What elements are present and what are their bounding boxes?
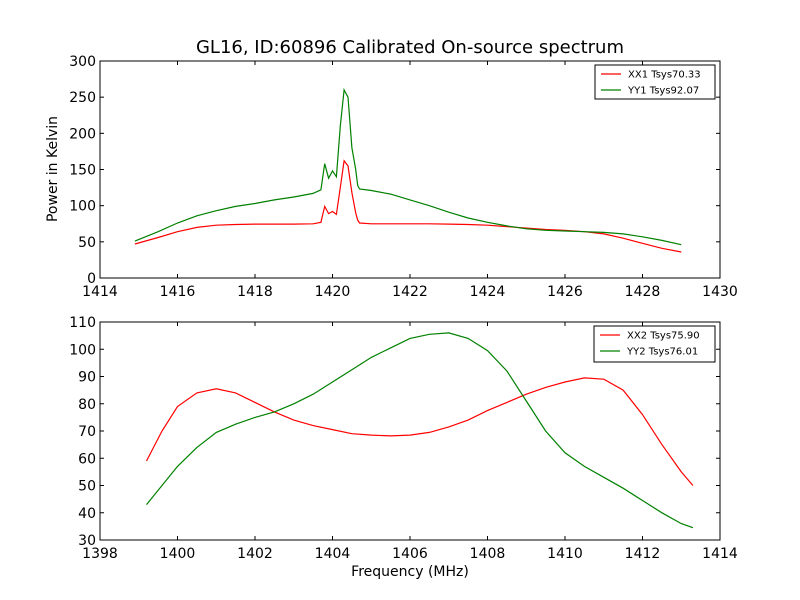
top-legend-label-1: XX1 Tsys70.33	[628, 70, 701, 81]
top-x-tick-label: 1418	[237, 284, 273, 300]
bottom-y-tick-label: 60	[78, 451, 96, 467]
bottom-x-tick-label: 1398	[82, 546, 118, 562]
top-x-tick-label: 1416	[160, 284, 196, 300]
top-y-tick-label: 250	[69, 90, 96, 106]
top-plot-area: 1414 1416 1418 1420 1422 1424 1426 1428 1430 0 50 1…	[69, 54, 738, 300]
top-y-tick-label: 300	[69, 54, 96, 70]
top-x-tick-label: 1430	[702, 284, 738, 300]
bottom-x-tick-label: 1410	[547, 546, 583, 562]
bottom-y-tick-label: 80	[78, 397, 96, 413]
bottom-y-tick-label: 70	[78, 424, 96, 440]
bottom-x-tick-label: 1402	[237, 546, 273, 562]
top-x-tick-label: 1426	[547, 284, 583, 300]
bottom-plot-area: 1398 1400 1402 1404 1406 1408 1410 1412 1414 30 40…	[69, 315, 738, 562]
bottom-x-axis-label: Frequency (MHz)	[351, 564, 469, 580]
bottom-x-tick-label: 1404	[315, 546, 351, 562]
top-legend: XX1 Tsys70.33 YY1 Tsys92.07	[594, 64, 716, 100]
bottom-legend: XX2 Tsys75.90 YY2 Tsys76.01	[593, 325, 716, 363]
bottom-y-tick-label: 110	[69, 315, 96, 331]
bottom-x-tick-label: 1412	[625, 546, 661, 562]
top-x-tick-label: 1428	[625, 284, 661, 300]
top-y-tick-label: 100	[69, 199, 96, 215]
top-y-axis-label: Power in Kelvin	[45, 116, 61, 222]
top-x-tick-label: 1420	[315, 284, 351, 300]
top-y-tick-label: 0	[87, 271, 96, 287]
bottom-legend-box	[593, 325, 716, 363]
top-y-tick-label: 200	[69, 126, 96, 142]
bottom-y-tick-label: 50	[78, 479, 96, 495]
bottom-y-tick-label: 90	[78, 370, 96, 386]
bottom-y-tick-label: 100	[69, 342, 96, 358]
top-series-line-2	[134, 87, 682, 246]
top-y-tick-label: 50	[78, 235, 96, 251]
top-x-tick-label: 1422	[392, 284, 428, 300]
top-x-tick-label: 1414	[82, 284, 118, 300]
bottom-x-tick-label: 1400	[160, 546, 196, 562]
top-chart-title: GL16, ID:60896 Calibrated On-source spec…	[196, 37, 624, 58]
top-panel: GL16, ID:60896 Calibrated On-source spec…	[45, 37, 738, 300]
bottom-series-line-2	[146, 332, 694, 529]
top-legend-box	[594, 64, 716, 100]
bottom-legend-label-1: XX2 Tsys75.90	[627, 331, 700, 342]
bottom-x-tick-label: 1408	[470, 546, 506, 562]
bottom-panel: Frequency (MHz) 1398 1400 1402 1404 1406 1408…	[69, 315, 738, 580]
bottom-y-tick-label: 40	[78, 506, 96, 522]
bottom-series-line-1	[145, 377, 694, 486]
top-series-line-1	[134, 159, 682, 253]
bottom-x-tick-label: 1406	[392, 546, 428, 562]
bottom-y-tick-label: 30	[78, 533, 96, 549]
top-legend-label-2: YY1 Tsys92.07	[627, 86, 699, 97]
bottom-legend-label-2: YY2 Tsys76.01	[626, 347, 698, 358]
top-y-tick-label: 150	[69, 163, 96, 179]
bottom-x-tick-label: 1414	[702, 546, 738, 562]
top-x-tick-label: 1424	[470, 284, 506, 300]
